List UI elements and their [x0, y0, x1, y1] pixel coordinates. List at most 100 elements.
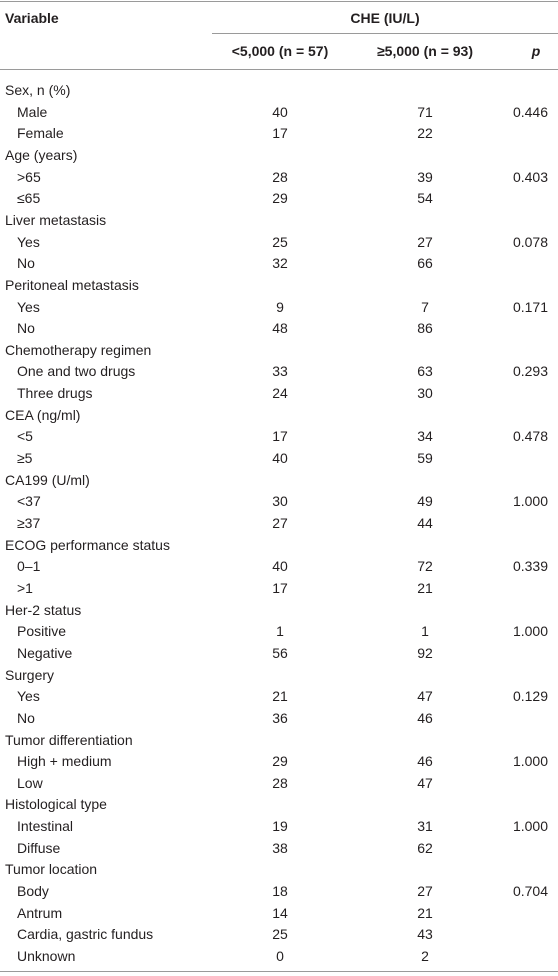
cell: 0.129 — [512, 688, 548, 705]
cell: 21 — [272, 688, 288, 705]
cell: 21 — [417, 904, 433, 921]
cell: 38 — [272, 839, 288, 856]
cell: 36 — [272, 709, 288, 726]
cell: 1.000 — [512, 623, 548, 640]
cell: 21 — [417, 579, 433, 596]
group-label: Age (years) — [5, 146, 78, 163]
header-cell: ≥5,000 (n = 93) — [376, 43, 474, 59]
row-label: No — [17, 255, 35, 272]
row-label: ≥5 — [17, 450, 33, 467]
cell: 46 — [417, 709, 433, 726]
cell: 54 — [417, 190, 433, 207]
cell: 48 — [272, 320, 288, 337]
cell: 19 — [272, 818, 288, 835]
row-label: 0–1 — [17, 558, 41, 575]
cell: 92 — [417, 644, 433, 661]
cell: 25 — [272, 926, 288, 943]
cell: 30 — [417, 385, 433, 402]
cell: 2 — [421, 948, 429, 964]
cell: 14 — [272, 904, 288, 921]
cell: 1.000 — [512, 493, 548, 510]
cell: 46 — [417, 753, 433, 770]
cell: 31 — [417, 818, 433, 835]
cell: 27 — [272, 515, 288, 531]
cell: 72 — [417, 558, 433, 575]
group-label: Peritoneal metastasis — [5, 276, 139, 293]
cell: 28 — [272, 774, 288, 791]
header-cell: p — [531, 43, 541, 59]
group-label: Surgery — [5, 666, 55, 683]
row-label: Unknown — [17, 948, 76, 964]
group-label: Liver metastasis — [5, 211, 107, 228]
cell: 44 — [417, 515, 433, 531]
cell: 29 — [272, 190, 288, 207]
cell: 0.293 — [512, 363, 548, 380]
cell: 22 — [417, 125, 433, 142]
row-label: Yes — [17, 298, 40, 315]
cell: 43 — [417, 926, 433, 943]
rule — [0, 1, 558, 2]
row-label: <37 — [17, 493, 41, 510]
cell: 27 — [417, 883, 433, 900]
cell: 0.446 — [512, 103, 548, 120]
cell: 1 — [276, 623, 284, 640]
cell: 40 — [272, 450, 288, 467]
cell: 71 — [417, 103, 433, 120]
row-label: No — [17, 709, 35, 726]
cell: 47 — [417, 774, 433, 791]
row-label: One and two drugs — [17, 363, 136, 380]
cell: 56 — [272, 644, 288, 661]
cell: 17 — [272, 579, 288, 596]
row-label: Antrum — [17, 904, 63, 921]
cell: 17 — [272, 125, 288, 142]
row-label: >1 — [17, 579, 33, 596]
cell: 0 — [276, 948, 284, 964]
row-label: Diffuse — [17, 839, 61, 856]
group-label: Her-2 status — [5, 601, 82, 618]
cell: 0.171 — [512, 298, 548, 315]
row-label: Female — [17, 125, 64, 142]
header-cell: Variable — [5, 10, 59, 26]
cell: 18 — [272, 883, 288, 900]
cell: 62 — [417, 839, 433, 856]
cell: 47 — [417, 688, 433, 705]
cell: 49 — [417, 493, 433, 510]
cell: 33 — [272, 363, 288, 380]
cell: 0.403 — [512, 168, 548, 185]
cell: 40 — [272, 103, 288, 120]
cell: 24 — [272, 385, 288, 402]
group-label: CA199 (U/ml) — [5, 471, 90, 488]
cell: 63 — [417, 363, 433, 380]
cell: 0.478 — [512, 428, 548, 445]
cell: 59 — [417, 450, 433, 467]
row-label: Low — [17, 774, 43, 791]
row-label: Yes — [17, 233, 40, 250]
cell: 30 — [272, 493, 288, 510]
row-label: High + medium — [17, 753, 112, 770]
cell: 0.078 — [512, 233, 548, 250]
group-label: Tumor differentiation — [5, 731, 133, 748]
cell: 9 — [276, 298, 284, 315]
cell: 1.000 — [512, 818, 548, 835]
row-label: >65 — [17, 168, 41, 185]
row-label: Cardia, gastric fundus — [17, 926, 154, 943]
cell: 28 — [272, 168, 288, 185]
cell: 29 — [272, 753, 288, 770]
cell: 66 — [417, 255, 433, 272]
row-label: No — [17, 320, 35, 337]
rule — [212, 33, 558, 34]
row-label: Negative — [17, 644, 73, 661]
row-label: ≥37 — [17, 515, 41, 531]
cell: 34 — [417, 428, 433, 445]
group-label: ECOG performance status — [5, 536, 170, 553]
cell: 86 — [417, 320, 433, 337]
group-label: Histological type — [5, 796, 107, 813]
cell: 17 — [272, 428, 288, 445]
header-cell: CHE (IU/L) — [350, 10, 420, 26]
row-label: Yes — [17, 688, 40, 705]
rule — [0, 971, 558, 972]
rule — [0, 69, 558, 70]
group-label: Tumor location — [5, 861, 98, 878]
cell: 25 — [272, 233, 288, 250]
